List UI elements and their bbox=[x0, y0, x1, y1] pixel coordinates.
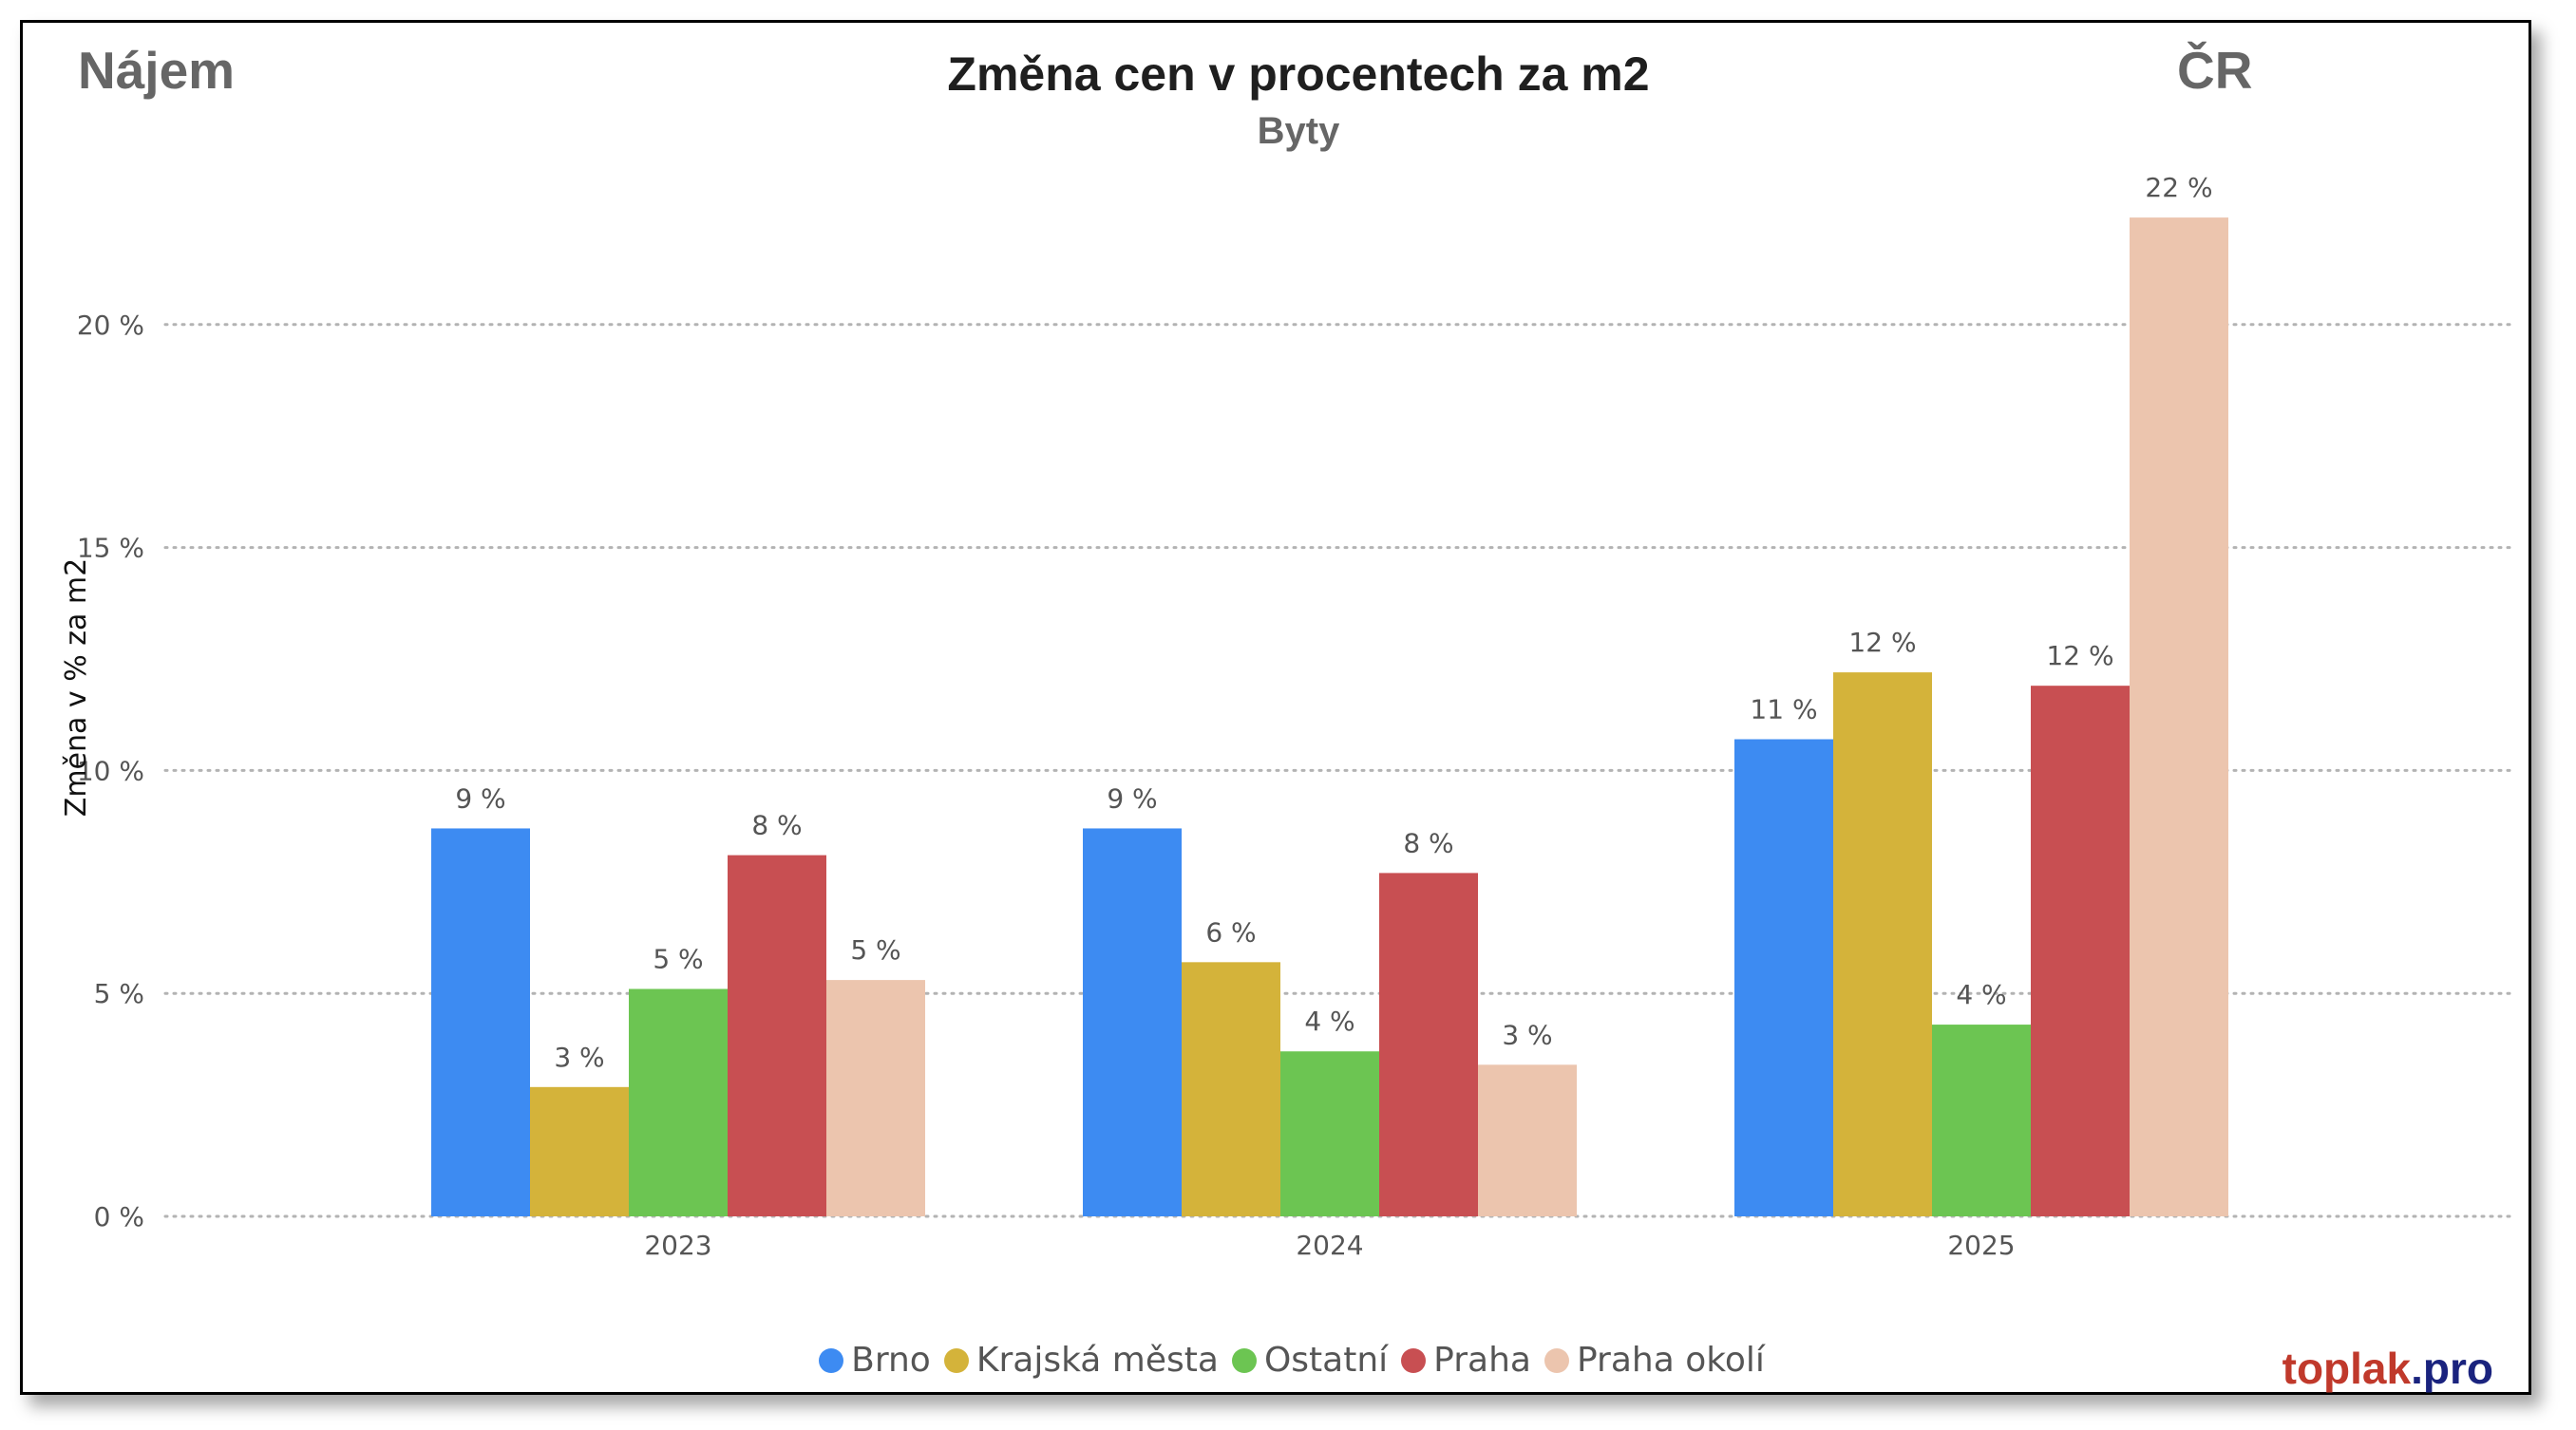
data-label: 5 % bbox=[653, 944, 703, 975]
legend-label: Brno bbox=[851, 1341, 931, 1380]
legend-label: Ostatní bbox=[1263, 1341, 1389, 1380]
y-tick-label: 10 % bbox=[77, 755, 144, 786]
bar bbox=[1734, 739, 1833, 1216]
legend-marker bbox=[819, 1347, 844, 1373]
bar bbox=[1379, 873, 1478, 1216]
legend-item: Praha okolí bbox=[1544, 1341, 1765, 1380]
legend-marker bbox=[1231, 1347, 1257, 1373]
data-label: 4 % bbox=[1956, 979, 2006, 1010]
bar bbox=[629, 988, 728, 1216]
data-label: 5 % bbox=[850, 934, 900, 966]
x-tick-label: 2023 bbox=[644, 1230, 711, 1261]
bar bbox=[431, 828, 530, 1216]
legend-marker bbox=[1401, 1347, 1427, 1373]
bar bbox=[728, 855, 826, 1216]
legend-item: Ostatní bbox=[1231, 1341, 1389, 1380]
bar bbox=[530, 1086, 629, 1216]
y-tick-label: 5 % bbox=[94, 978, 144, 1009]
data-label: 12 % bbox=[1848, 627, 1916, 658]
legend-label: Praha bbox=[1433, 1341, 1531, 1380]
bar bbox=[1932, 1025, 2031, 1216]
bar bbox=[2031, 686, 2130, 1216]
bar bbox=[1833, 672, 1932, 1216]
brand-suffix: .pro bbox=[2411, 1344, 2493, 1393]
data-label: 3 % bbox=[1502, 1019, 1552, 1050]
bar-chart: 0 % 5 % 10 % 15 % 20 % Změna v % za m2 9 % 3 % 5… bbox=[60, 172, 2513, 1261]
legend-label: Praha okolí bbox=[1576, 1341, 1765, 1380]
bar bbox=[1083, 828, 1182, 1216]
bar bbox=[1182, 962, 1280, 1216]
y-tick-label: 20 % bbox=[77, 310, 144, 341]
data-label: 8 % bbox=[1403, 827, 1453, 858]
data-label: 22 % bbox=[2145, 172, 2212, 203]
chart-legend: Brno Krajská města Ostatní Praha Praha okolí bbox=[23, 1341, 2574, 1380]
corner-label-left: Nájem bbox=[78, 41, 236, 100]
bar bbox=[826, 980, 925, 1216]
data-label: 6 % bbox=[1205, 916, 1256, 948]
data-label: 12 % bbox=[2046, 640, 2113, 671]
corner-label-right: ČR bbox=[2177, 41, 2253, 100]
data-label: 3 % bbox=[554, 1042, 604, 1073]
chart-subtitle: Byty bbox=[1257, 110, 1340, 152]
legend-marker bbox=[943, 1347, 969, 1373]
legend-item: Praha bbox=[1401, 1341, 1531, 1380]
data-label: 9 % bbox=[455, 782, 505, 814]
data-label: 4 % bbox=[1304, 1006, 1354, 1037]
chart-title: Změna cen v procentech za m2 bbox=[947, 47, 1650, 101]
data-label: 11 % bbox=[1750, 694, 1817, 725]
bar bbox=[2130, 217, 2228, 1217]
chart-frame: Nájem ČR Změna cen v procentech za m2 By… bbox=[20, 20, 2531, 1395]
legend-item: Krajská města bbox=[943, 1341, 1219, 1380]
y-tick-label: 0 % bbox=[94, 1201, 144, 1232]
y-tick-label: 15 % bbox=[77, 533, 144, 564]
data-label: 9 % bbox=[1107, 782, 1157, 814]
brand-logo: toplak.pro bbox=[2282, 1343, 2493, 1394]
y-axis-label: Změna v % za m2 bbox=[60, 558, 93, 817]
x-tick-label: 2024 bbox=[1296, 1230, 1363, 1261]
legend-item: Brno bbox=[819, 1341, 931, 1380]
legend-marker bbox=[1544, 1347, 1569, 1373]
legend-label: Krajská města bbox=[975, 1341, 1219, 1380]
brand-name: toplak bbox=[2282, 1344, 2412, 1393]
bar bbox=[1280, 1051, 1379, 1216]
bar bbox=[1478, 1064, 1577, 1216]
data-label: 8 % bbox=[751, 810, 802, 841]
x-tick-label: 2025 bbox=[1947, 1230, 2015, 1261]
